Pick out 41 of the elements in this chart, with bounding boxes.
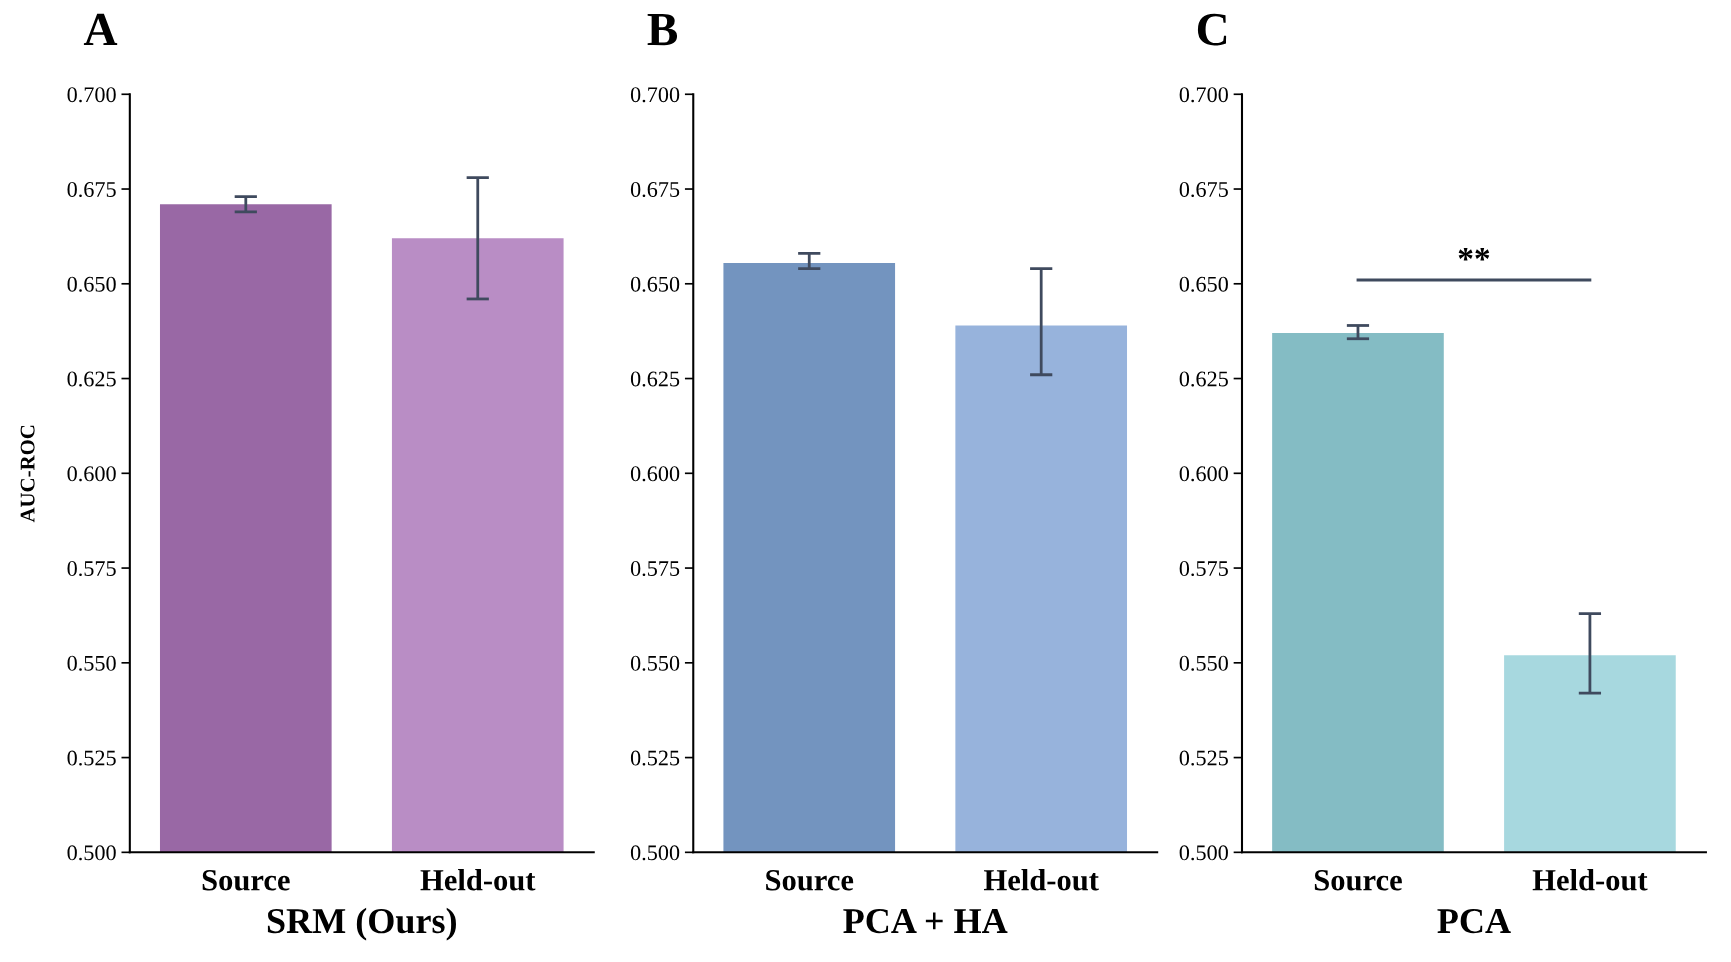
y-tick-label: 0.525 (1179, 750, 1228, 766)
x-tick-label: Source (1314, 869, 1402, 891)
y-tick-label: 0.575 (1179, 560, 1228, 577)
x-tick-label: Held-out (984, 869, 1099, 891)
x-tick-label: Source (766, 869, 854, 891)
y-tick-label: 0.575 (67, 560, 116, 577)
y-tick-label: 0.650 (630, 276, 680, 292)
x-tick-label: Held-out (420, 869, 536, 891)
y-tick-label: 0.550 (67, 655, 116, 671)
y-axis-title: AUC-ROC (20, 425, 35, 523)
y-tick-label: 0.600 (1179, 466, 1228, 482)
chart-title: B (647, 14, 678, 46)
y-tick-label: 0.625 (67, 371, 116, 387)
x-axis-title: PCA (1437, 908, 1511, 934)
y-tick-label: 0.500 (630, 845, 680, 861)
x-axis-title: SRM (Ours) (267, 907, 456, 941)
y-tick-label: 0.650 (1179, 276, 1228, 292)
y-tick-label: 0.625 (630, 371, 680, 387)
y-tick-label: 0.700 (1179, 87, 1228, 103)
annotation: ** (1458, 247, 1490, 261)
x-tick-label: Source (202, 869, 290, 891)
chart-title: C (1197, 13, 1227, 46)
y-tick-label: 0.550 (1179, 655, 1228, 671)
y-tick-label: 0.550 (630, 655, 680, 671)
y-tick-label: 0.525 (67, 750, 116, 766)
y-tick-label: 0.525 (630, 750, 680, 766)
y-tick-label: 0.700 (630, 87, 680, 103)
y-tick-label: 0.600 (630, 466, 680, 482)
y-tick-label: 0.675 (1179, 181, 1228, 198)
y-tick-label: 0.575 (630, 560, 680, 577)
y-tick-label: 0.675 (67, 181, 116, 198)
chart-title: A (83, 13, 118, 45)
y-tick-label: 0.675 (630, 181, 680, 198)
y-tick-label: 0.500 (67, 845, 116, 861)
y-tick-label: 0.650 (67, 276, 116, 292)
x-axis-title: PCA + HA (843, 908, 1008, 934)
x-tick-label: Held-out (1532, 869, 1648, 891)
y-tick-label: 0.625 (1179, 371, 1228, 387)
y-tick-label: 0.500 (1179, 845, 1228, 861)
y-tick-label: 0.600 (67, 466, 116, 482)
y-tick-label: 0.700 (67, 87, 116, 103)
